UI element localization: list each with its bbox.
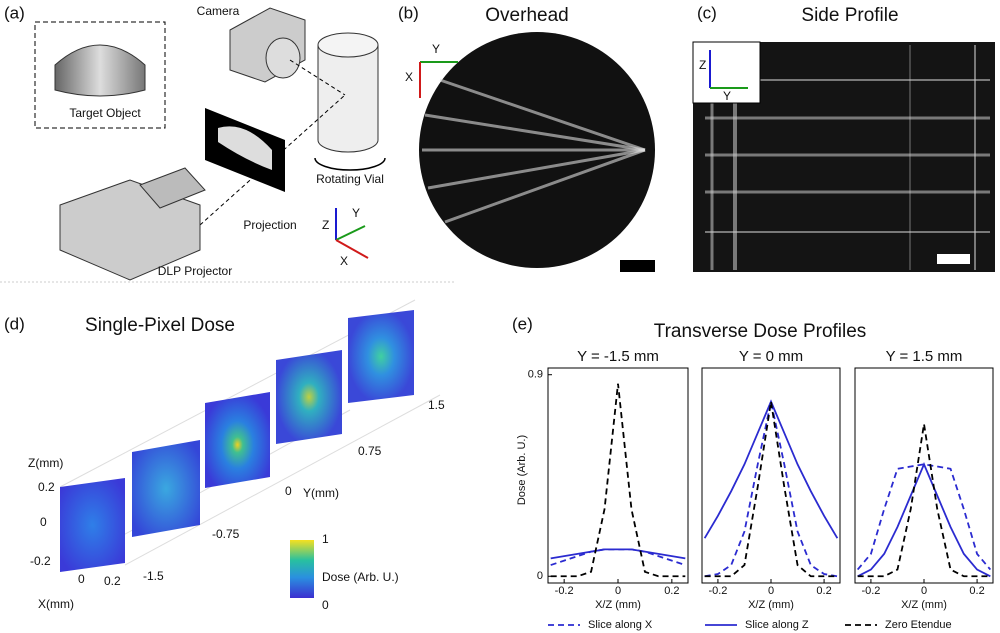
x-label: X(mm) — [38, 597, 74, 611]
plot-frame — [547, 367, 689, 584]
dose-slice — [205, 392, 270, 488]
dose-slice — [60, 478, 125, 572]
panel-title: Overhead — [485, 5, 568, 26]
data-line — [550, 383, 686, 578]
y-tick: 1.5 — [428, 398, 445, 412]
data-line — [550, 548, 686, 566]
x-tick-label: 0.2 — [969, 585, 984, 597]
x-tick: 0 — [78, 572, 85, 586]
camera-label: Camera — [197, 4, 240, 18]
vial — [317, 45, 379, 153]
x-axis-label: X/Z (mm) — [595, 599, 641, 611]
y-axis-label: Dose (Arb. U.) — [516, 435, 528, 505]
projector-label: DLP Projector — [158, 264, 232, 278]
plot-frame — [854, 367, 994, 584]
data-line — [857, 461, 991, 578]
data-line — [703, 399, 839, 539]
target-label: Target Object — [69, 106, 141, 120]
dose-slice — [132, 440, 200, 537]
optical-path — [199, 59, 346, 226]
axis-z: Z — [699, 58, 706, 72]
subplot-title: Y = 0 mm — [739, 348, 803, 365]
vial-label: Rotating Vial — [316, 172, 384, 186]
axis-inset — [692, 41, 761, 104]
axis-x-arrow — [335, 239, 369, 259]
y-tick: 0.75 — [358, 444, 382, 458]
x-tick: 0.2 — [104, 574, 121, 588]
panel-label: (b) — [398, 3, 419, 22]
y-tick: -1.5 — [143, 569, 164, 583]
z-tick: -0.2 — [30, 554, 51, 568]
axis-y: Y — [432, 42, 440, 56]
legend-label: Slice along X — [588, 619, 653, 631]
y-tick: -0.75 — [212, 527, 240, 541]
data-line — [704, 401, 838, 578]
data-line — [704, 401, 838, 578]
x-tick-label: -0.2 — [861, 585, 880, 597]
x-tick-label: -0.2 — [708, 585, 727, 597]
x-tick-label: 0 — [615, 585, 621, 597]
panel-title: Single-Pixel Dose — [85, 315, 235, 336]
subplot-title: Y = -1.5 mm — [577, 348, 659, 365]
legend: Slice along X Slice along Z Zero Etendue — [548, 619, 952, 631]
subplot-title: Y = 1.5 mm — [886, 348, 963, 365]
projection-label: Projection — [243, 218, 296, 232]
target-box — [34, 21, 166, 129]
legend-label: Zero Etendue — [885, 619, 952, 631]
x-tick-label: 0 — [921, 585, 927, 597]
panel-label: (e) — [512, 314, 533, 333]
x-tick-label: 0.2 — [664, 585, 679, 597]
x-tick-label: 0.2 — [816, 585, 831, 597]
y-label: Y(mm) — [303, 486, 339, 500]
data-line — [550, 548, 686, 560]
scale-bar — [937, 254, 970, 264]
colorbar-label: Dose (Arb. U.) — [322, 570, 399, 584]
panel-label: (c) — [697, 3, 717, 22]
beam-streaks — [422, 78, 646, 224]
x-tick-label: 0 — [768, 585, 774, 597]
panel-title: Side Profile — [801, 5, 898, 26]
projector-lens — [139, 167, 206, 209]
x-axis-label: X/Z (mm) — [748, 599, 794, 611]
colorbar-tick: 0 — [322, 598, 329, 612]
y-tick: 0 — [285, 484, 292, 498]
data-line — [856, 463, 992, 571]
axis-y: Y — [352, 206, 360, 220]
axis-x: X — [340, 254, 348, 268]
scale-bar — [620, 260, 655, 272]
z-tick: 0.2 — [38, 480, 55, 494]
dose-slice — [276, 350, 342, 444]
y-tick-label: 0 — [537, 570, 543, 582]
axis-y: Y — [723, 89, 731, 103]
panel-label: (d) — [4, 314, 25, 333]
panel-label: (a) — [4, 3, 25, 22]
target-object — [54, 44, 146, 97]
axis-z: Z — [322, 218, 329, 232]
x-tick-label: -0.2 — [555, 585, 574, 597]
rotation-arrow — [314, 157, 386, 171]
camera-lens — [265, 37, 301, 79]
x-axis-label: X/Z (mm) — [901, 599, 947, 611]
projection-image — [218, 126, 272, 170]
data-line — [857, 423, 991, 578]
colorbar-tick: 1 — [322, 532, 329, 546]
colorbar — [290, 540, 314, 598]
y-tick-label: 0.9 — [528, 369, 543, 381]
dose-slice — [348, 310, 414, 403]
axis-y-arrow — [335, 225, 366, 241]
z-tick: 0 — [40, 515, 47, 529]
z-label: Z(mm) — [28, 456, 63, 470]
axis-x: X — [405, 70, 413, 84]
vial-top — [317, 32, 379, 58]
panel-title: Transverse Dose Profiles — [654, 321, 867, 342]
legend-label: Slice along Z — [745, 619, 809, 631]
